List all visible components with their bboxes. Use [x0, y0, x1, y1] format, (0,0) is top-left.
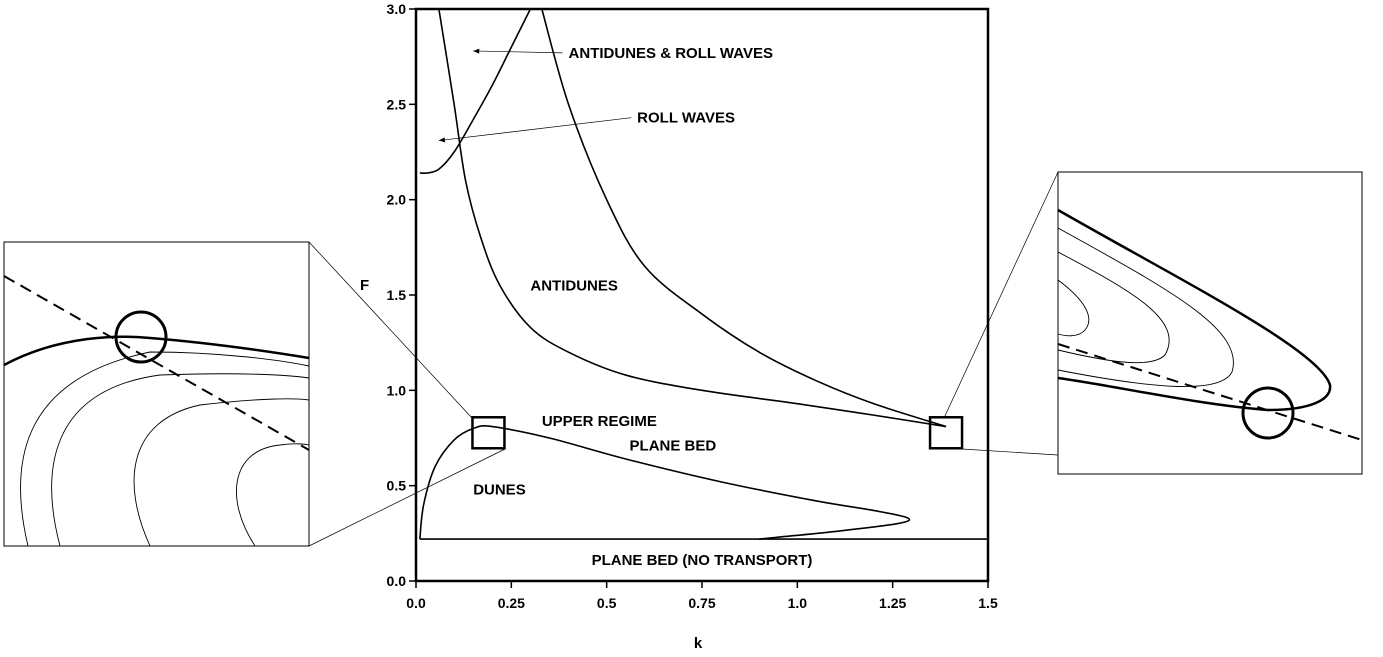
region-label: ROLL WAVES — [637, 110, 735, 127]
annotations: ANTIDUNES & ROLL WAVES ROLL WAVES ANTIDUNE… — [438, 45, 813, 569]
zoom-boxes — [471, 416, 964, 450]
inset-circle-marker — [114, 310, 168, 364]
annotation-arrow — [438, 117, 632, 141]
connector-line — [308, 241, 473, 419]
main-plot: 0.0 0.5 1.0 1.5 2.0 2.5 3.0 0.0 0.25 0.5 0.75 1.0 1… — [360, 1, 998, 652]
connector-line — [308, 448, 506, 547]
region-label: PLANE BED — [630, 438, 717, 455]
connector-line — [943, 171, 1059, 419]
annotation-arrowhead — [438, 137, 446, 143]
x-tick-label: 1.25 — [879, 595, 906, 611]
curves — [419, 8, 988, 540]
y-tick-label: 0.0 — [387, 573, 407, 589]
inset-curve — [1057, 208, 1332, 412]
y-axis-label: F — [360, 277, 369, 294]
right-inset-frame — [1057, 171, 1363, 475]
y-tick-label: 1.0 — [387, 382, 407, 398]
region-label: UPPER REGIME — [542, 413, 657, 430]
region-label: PLANE BED (NO TRANSPORT) — [592, 552, 813, 569]
inset-curve — [1057, 279, 1090, 337]
inset-curve — [133, 398, 310, 547]
x-tick-label: 1.5 — [978, 595, 998, 611]
zoom-box — [471, 416, 506, 450]
x-tick-label: 0.5 — [597, 595, 617, 611]
left-inset — [3, 241, 506, 547]
inset-circle-marker — [1241, 386, 1295, 440]
left-inset-frame — [3, 241, 310, 547]
y-tick-label: 3.0 — [387, 1, 407, 17]
annotation-arrow — [473, 50, 563, 54]
regime-boundary-curve — [419, 8, 532, 175]
inset-curve — [236, 443, 310, 547]
inset-dashed-line — [3, 275, 310, 451]
x-tick-label: 0.0 — [406, 595, 426, 611]
inset-dashed-line — [1057, 343, 1363, 441]
inset-curve — [20, 351, 310, 547]
x-axis: 0.0 0.25 0.5 0.75 1.0 1.25 1.5 — [406, 581, 998, 611]
y-tick-label: 1.5 — [387, 287, 407, 303]
x-axis-label: k — [694, 635, 703, 652]
y-tick-label: 0.5 — [387, 478, 407, 494]
y-tick-label: 2.0 — [387, 192, 407, 208]
regime-boundary-curve — [541, 8, 947, 428]
inset-curve — [51, 373, 310, 547]
right-inset — [943, 171, 1363, 475]
region-label: DUNES — [473, 481, 526, 498]
regime-boundary-curve — [438, 8, 947, 428]
annotation-arrowhead — [473, 48, 480, 54]
inset-curve — [1057, 251, 1170, 364]
regime-boundary-curve — [419, 425, 911, 540]
inset-curve — [3, 335, 310, 367]
y-tick-label: 2.5 — [387, 96, 407, 112]
zoom-box — [928, 416, 964, 450]
region-label: ANTIDUNES — [530, 277, 618, 294]
x-tick-label: 1.0 — [788, 595, 808, 611]
inset-curve — [1057, 227, 1234, 387]
region-label: ANTIDUNES & ROLL WAVES — [569, 45, 773, 62]
x-tick-label: 0.25 — [498, 595, 525, 611]
y-axis: 0.0 0.5 1.0 1.5 2.0 2.5 3.0 — [387, 1, 416, 589]
x-tick-label: 0.75 — [688, 595, 715, 611]
